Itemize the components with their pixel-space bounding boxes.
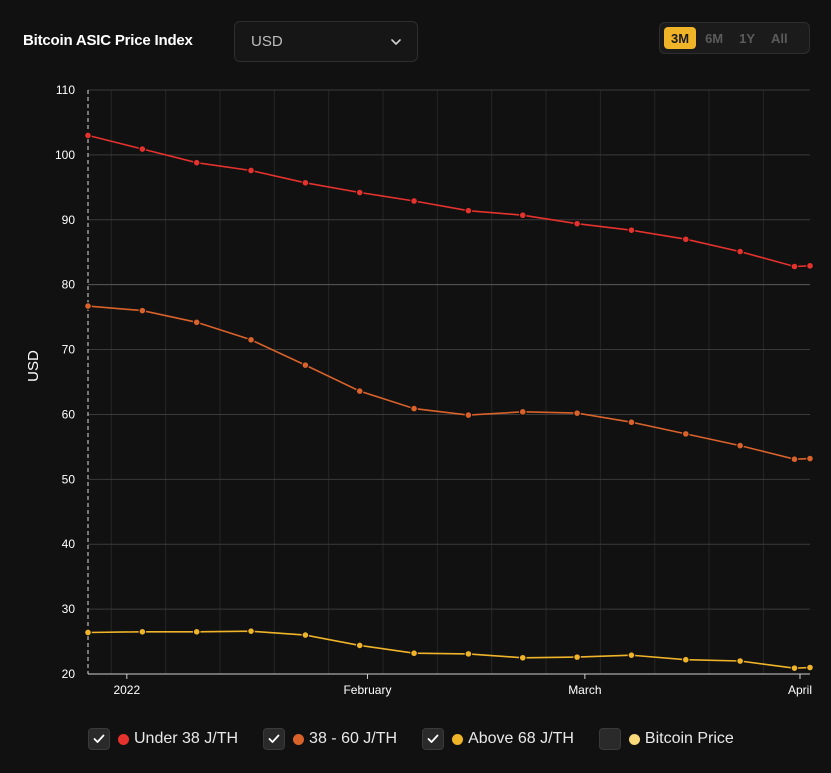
y-tick-label: 80 [62,278,76,292]
data-point [806,454,814,463]
data-point [573,409,581,417]
data-point [736,247,744,256]
x-tick-label: 2022 [113,683,140,697]
data-point [138,145,147,153]
currency-select-value: USD [251,33,283,50]
data-point [138,628,147,636]
range-button-all[interactable]: All [771,30,788,46]
legend-color-dot [293,733,305,745]
legend-item-under-38[interactable]: Under 38 J/TH [88,728,238,750]
data-point [627,418,636,427]
legend-item-38-60[interactable]: 38 - 60 J/TH [263,728,397,750]
check-icon [268,734,280,743]
data-point [464,206,473,215]
data-point [247,336,255,344]
y-tick-label: 20 [62,667,76,681]
x-tick-label: March [568,683,601,697]
data-point [301,178,310,187]
legend-checkbox[interactable] [263,728,286,750]
check-icon [427,734,439,743]
y-tick-label: 40 [62,537,76,551]
y-tick-label: 90 [62,213,76,227]
time-range-selector: 3M 6M 1Y All [659,22,810,54]
data-point [736,657,744,665]
data-point [138,306,147,315]
legend-color-dot [118,733,129,745]
data-point [736,441,744,450]
legend-checkbox[interactable] [88,728,110,750]
data-point [627,651,636,659]
legend-label: Bitcoin Price [644,730,734,747]
x-tick-label: February [343,683,391,697]
data-point [410,197,418,205]
data-point [247,627,255,635]
data-point [84,628,92,637]
data-point [84,302,92,310]
legend-color-dot [452,733,464,745]
data-point [355,188,364,197]
data-point [518,211,527,220]
y-tick-label: 60 [62,407,76,421]
check-icon [93,734,105,743]
data-point [84,131,92,140]
series-line [87,630,811,670]
currency-select[interactable]: USD [234,21,418,62]
range-button-6m[interactable]: 6M [705,30,724,46]
y-tick-label: 30 [62,602,76,616]
data-point [681,235,690,244]
legend-color-dot [628,733,640,745]
data-point [790,664,799,672]
data-point [301,631,310,639]
range-button-1y[interactable]: 1Y [739,30,756,46]
data-point [790,455,799,464]
chevron-down-icon [389,35,403,49]
data-point [192,158,201,167]
data-point [192,318,201,327]
data-point [192,628,201,636]
line-chart: 20 30 40 50 60 70 80 90 100 110 2022 February March A… [25,83,814,697]
data-point [573,219,581,228]
legend-label: Under 38 J/TH [134,730,239,747]
y-tick-label: 110 [56,83,75,97]
data-point [806,262,814,270]
data-point [806,663,814,672]
data-point [518,408,527,416]
x-tick-label: April [788,683,812,697]
data-point [355,641,364,650]
data-point [410,404,418,413]
y-tick-label: 100 [55,148,75,162]
data-point [355,387,364,395]
range-button-3m[interactable]: 3M [664,27,697,49]
y-tick-label: 70 [62,343,76,357]
chart-legend: Under 38 J/TH 38 - 60 J/TH Above 68 J/TH… [88,727,759,751]
data-point [518,653,527,662]
legend-checkbox[interactable] [422,728,445,750]
legend-item-above-68[interactable]: Above 68 J/TH [422,728,574,750]
legend-checkbox[interactable] [598,728,621,750]
legend-label: 38 - 60 J/TH [309,730,398,747]
data-point [464,650,473,658]
data-point [627,226,636,234]
data-point [301,361,310,369]
y-tick-label: 50 [62,472,76,486]
legend-label: Above 68 J/TH [468,730,574,747]
data-point [681,655,690,664]
data-point [681,430,690,438]
legend-item-bitcoin-price[interactable]: Bitcoin Price [598,728,734,750]
data-point [464,411,473,419]
data-point [247,166,255,175]
series-line [87,305,811,461]
y-axis-label: USD [25,350,42,382]
data-point [573,653,581,661]
chart-title: Bitcoin ASIC Price Index [23,32,193,49]
data-point [410,649,418,658]
data-point [790,262,799,271]
